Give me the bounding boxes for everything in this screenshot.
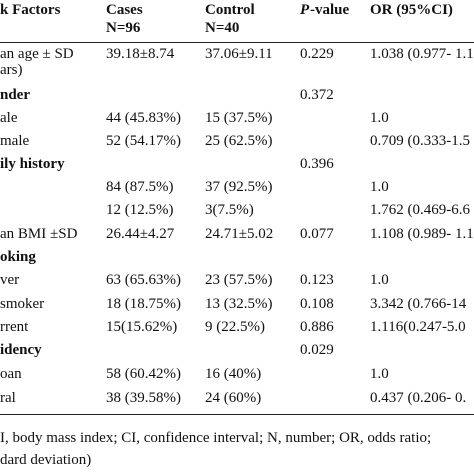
header-cell: k Factors bbox=[0, 2, 61, 18]
header-cell: OR (95%CI) bbox=[370, 2, 453, 18]
cell: 0.437 (0.206- 0. bbox=[370, 390, 467, 406]
footnote: dard deviation) bbox=[0, 452, 92, 468]
cell: 1.116(0.247-5.0 bbox=[370, 319, 466, 335]
cell: 9 (22.5%) bbox=[205, 319, 265, 335]
header-cell: -value bbox=[310, 2, 350, 18]
cell: 0.886 bbox=[300, 319, 334, 335]
cell: 1.0 bbox=[370, 179, 389, 195]
row-label: smoker bbox=[0, 296, 45, 312]
cell: 52 (54.17%) bbox=[106, 133, 181, 149]
header-cell: P bbox=[300, 2, 310, 18]
cell: 1.0 bbox=[370, 366, 389, 382]
cell: 25 (62.5%) bbox=[205, 133, 273, 149]
header-cell: N=40 bbox=[205, 20, 240, 36]
cell: 44 (45.83%) bbox=[106, 110, 181, 126]
cell: 0.372 bbox=[300, 87, 334, 103]
cell: 1.038 (0.977- 1.1 bbox=[370, 46, 474, 62]
cell: 13 (32.5%) bbox=[205, 296, 273, 312]
row-label: idency bbox=[0, 342, 42, 358]
cell: 58 (60.42%) bbox=[106, 366, 181, 382]
row-label: ver bbox=[0, 272, 20, 288]
cell: 37.06±9.11 bbox=[205, 46, 273, 62]
header-cell: N=96 bbox=[106, 20, 141, 36]
cell: 0.029 bbox=[300, 342, 334, 358]
header-cell: Control bbox=[205, 2, 255, 18]
cell: 63 (65.63%) bbox=[106, 272, 181, 288]
row-label: an age ± SD bbox=[0, 46, 74, 62]
cell: 24 (60%) bbox=[205, 390, 262, 406]
cell: 15(15.62%) bbox=[106, 319, 178, 335]
cell: 1.0 bbox=[370, 110, 389, 126]
bottom-rule bbox=[0, 414, 474, 415]
cell: 84 (87.5%) bbox=[106, 179, 174, 195]
cell: 0.229 bbox=[300, 46, 334, 62]
cell: 3.342 (0.766-14 bbox=[370, 296, 467, 312]
cell: 0.108 bbox=[300, 296, 334, 312]
cell: 1.108 (0.989- 1.1 bbox=[370, 226, 474, 242]
cell: 16 (40%) bbox=[205, 366, 262, 382]
cell: 26.44±4.27 bbox=[106, 226, 175, 242]
header-rule bbox=[0, 42, 474, 43]
row-label: ars) bbox=[0, 62, 23, 78]
footnote: I, body mass index; CI, confidence inter… bbox=[0, 430, 432, 446]
cell: 0.123 bbox=[300, 272, 334, 288]
cell: 3(7.5%) bbox=[205, 202, 254, 218]
cell: 38 (39.58%) bbox=[106, 390, 181, 406]
cell: 18 (18.75%) bbox=[106, 296, 181, 312]
cell: 37 (92.5%) bbox=[205, 179, 273, 195]
row-label: ily history bbox=[0, 156, 65, 172]
cell: 1.762 (0.469-6.6 bbox=[370, 202, 470, 218]
row-label: rrent bbox=[0, 319, 29, 335]
cell: 0.709 (0.333-1.5 bbox=[370, 133, 470, 149]
row-label: nder bbox=[0, 87, 30, 103]
row-label: ale bbox=[0, 110, 18, 126]
cell: 24.71±5.02 bbox=[205, 226, 274, 242]
row-label: oking bbox=[0, 249, 36, 265]
row-label: ral bbox=[0, 390, 16, 406]
cell: 0.077 bbox=[300, 226, 334, 242]
cell: 12 (12.5%) bbox=[106, 202, 174, 218]
cell: 1.0 bbox=[370, 272, 389, 288]
cell: 39.18±8.74 bbox=[106, 46, 175, 62]
row-label: male bbox=[0, 133, 30, 149]
row-label: oan bbox=[0, 366, 22, 382]
cell: 15 (37.5%) bbox=[205, 110, 273, 126]
header-cell: Cases bbox=[106, 2, 143, 18]
row-label: an BMI ±SD bbox=[0, 226, 78, 242]
cell: 0.396 bbox=[300, 156, 334, 172]
cell: 23 (57.5%) bbox=[205, 272, 273, 288]
